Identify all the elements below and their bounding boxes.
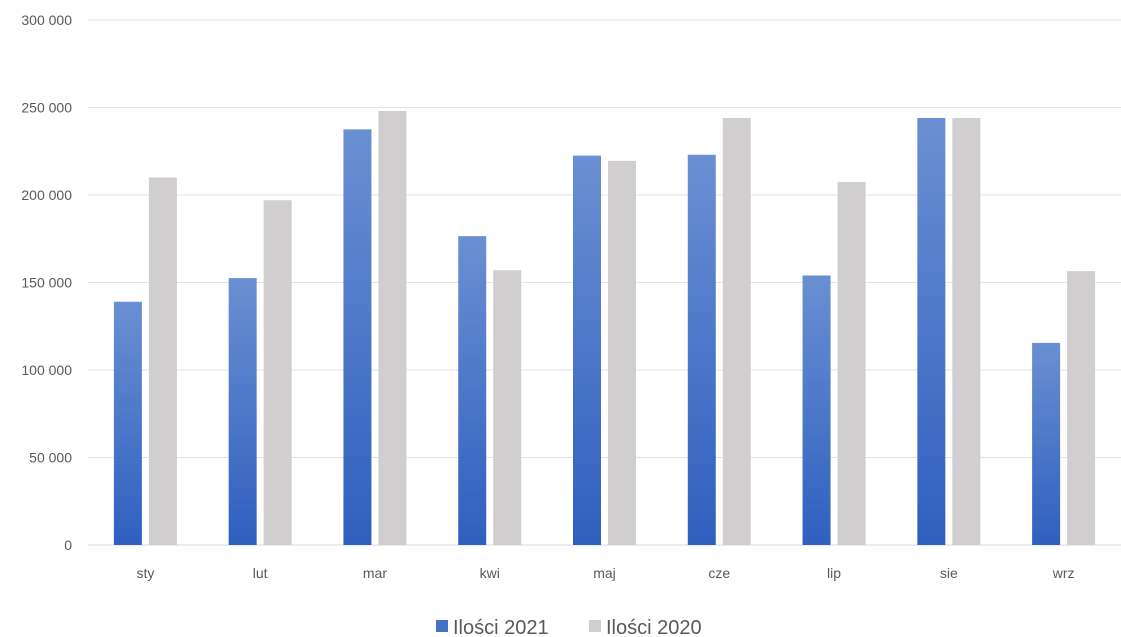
y-tick-label: 100 000	[21, 362, 72, 378]
bars	[113, 111, 1096, 545]
y-tick-label: 200 000	[21, 187, 72, 203]
x-axis-ticks: sty lut mar kwi maj cze lip sie wrz	[136, 565, 1074, 581]
bar-2020-kwi	[493, 270, 522, 545]
x-tick-label: mar	[363, 565, 387, 581]
legend-swatch-2021	[436, 620, 448, 632]
y-tick-label: 50 000	[29, 450, 72, 466]
bar-2021-lut	[228, 278, 257, 545]
x-tick-label: wrz	[1052, 565, 1075, 581]
x-tick-label: lut	[253, 565, 268, 581]
legend-label: Ilości 2021	[453, 617, 549, 637]
bar-2020-sie	[952, 118, 981, 545]
bar-2020-mar	[378, 111, 407, 545]
bar-2021-lip	[802, 275, 831, 545]
legend: Ilości 2021 Ilości 2020	[436, 617, 702, 637]
bar-2020-cze	[722, 118, 751, 545]
bar-2020-lut	[263, 200, 292, 545]
bar-2021-wrz	[1032, 342, 1061, 545]
x-tick-label: maj	[593, 565, 616, 581]
bar-2021-cze	[687, 154, 716, 545]
y-axis-ticks: 0 50 000 100 000 150 000 200 000 250 000 300 0…	[21, 12, 72, 553]
x-tick-label: cze	[708, 565, 730, 581]
bar-2020-wrz	[1067, 271, 1096, 545]
bar-2020-maj	[608, 160, 636, 545]
bar-2020-lip	[837, 181, 866, 545]
bar-2021-sty	[113, 301, 142, 545]
bar-2021-mar	[343, 129, 372, 545]
x-tick-label: lip	[827, 565, 841, 581]
y-tick-label: 250 000	[21, 100, 72, 116]
bar-2021-maj	[573, 155, 601, 545]
y-tick-label: 0	[64, 537, 72, 553]
x-tick-label: kwi	[480, 565, 500, 581]
y-tick-label: 150 000	[21, 275, 72, 291]
y-tick-label: 300 000	[21, 12, 72, 28]
bar-2020-sty	[148, 177, 177, 545]
gridlines	[88, 19, 1121, 546]
bar-2021-sie	[917, 118, 946, 545]
bar-2021-kwi	[458, 236, 487, 545]
x-tick-label: sie	[940, 565, 958, 581]
legend-label: Ilości 2020	[606, 617, 702, 637]
legend-swatch-2020	[589, 620, 601, 632]
x-tick-label: sty	[136, 565, 154, 581]
